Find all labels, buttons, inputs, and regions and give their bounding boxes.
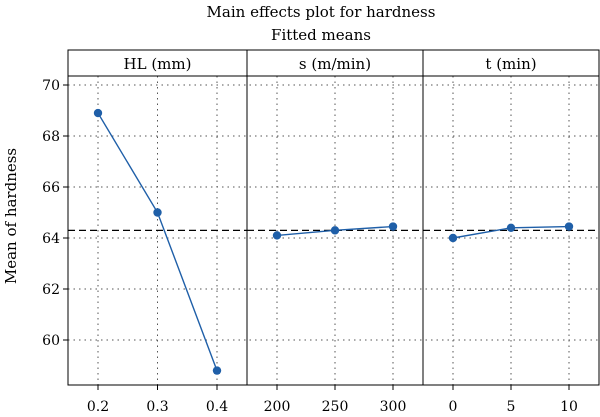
x-tick-label: 10 <box>560 399 578 415</box>
y-tick-label: 70 <box>42 78 60 94</box>
data-point <box>212 366 222 375</box>
data-point <box>153 208 162 217</box>
x-tick-label: 0.3 <box>146 399 168 415</box>
x-tick-label: 5 <box>507 399 516 415</box>
y-tick-label: 62 <box>42 282 60 298</box>
chart-subtitle: Fitted means <box>271 26 371 44</box>
panels-layer: 60 62 64 66 68 70 0.2 0.3 0.4 HL (mm) 200 250 300 s (… <box>42 49 600 415</box>
data-point <box>448 233 458 243</box>
y-tick-label: 64 <box>42 231 60 247</box>
data-point <box>330 226 340 235</box>
data-point <box>506 223 516 232</box>
x-tick-label: 300 <box>380 399 407 415</box>
chart-title: Main effects plot for hardness <box>207 3 436 21</box>
panel-label: s (m/min) <box>299 55 371 73</box>
data-point <box>564 222 574 231</box>
panel-label: t (min) <box>485 55 536 73</box>
x-tick-label: 200 <box>264 399 291 415</box>
y-axis-label: Mean of hardness <box>2 148 20 284</box>
x-tick-label: 0 <box>449 399 458 415</box>
data-point <box>272 231 282 240</box>
data-point <box>93 108 103 118</box>
y-tick-label: 60 <box>42 333 60 349</box>
panel-frame <box>422 75 600 386</box>
y-tick-label: 68 <box>42 129 60 145</box>
panel-label: HL (mm) <box>124 55 192 73</box>
x-tick-label: 0.2 <box>87 399 109 415</box>
y-tick-label: 66 <box>42 180 60 196</box>
x-tick-label: 0.4 <box>206 399 228 415</box>
data-point <box>388 222 398 231</box>
x-tick-label: 250 <box>322 399 349 415</box>
